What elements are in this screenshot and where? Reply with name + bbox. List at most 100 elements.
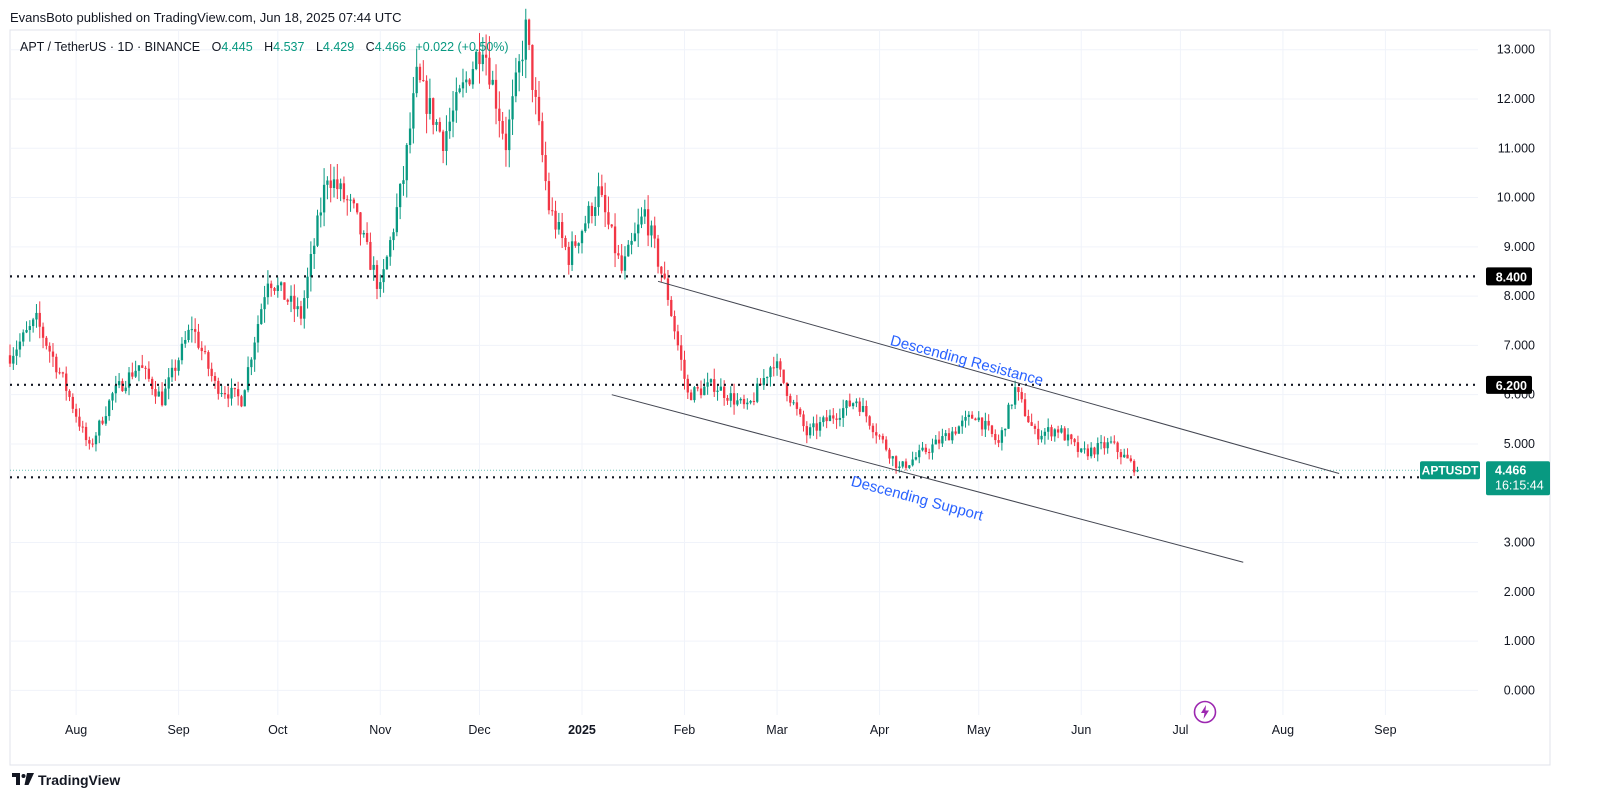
candle-body — [1043, 431, 1047, 436]
candle-body — [1053, 429, 1056, 437]
candle-body — [197, 331, 200, 348]
candle-body — [451, 110, 455, 122]
symbol-label: APT / TetherUS · 1D · BINANCE — [20, 40, 201, 54]
candle-body — [38, 312, 41, 327]
candle-body — [508, 119, 511, 151]
open-label: O — [211, 40, 222, 54]
candle-body — [18, 341, 22, 350]
grid-lines — [10, 30, 1478, 715]
candle-body — [1126, 454, 1129, 459]
candle-body — [1076, 442, 1080, 452]
candle-body — [88, 440, 91, 444]
candle-body — [137, 365, 141, 371]
candle-body — [445, 131, 448, 151]
candle-body — [402, 180, 405, 184]
candle-body — [838, 417, 842, 420]
candle-body — [263, 297, 266, 310]
high-value: 4.537 — [273, 40, 305, 54]
candle-body — [35, 312, 38, 320]
candle-body — [283, 282, 286, 300]
candle-body — [736, 400, 739, 405]
candle-body — [633, 233, 637, 241]
candle-body — [511, 96, 514, 120]
candle-body — [1017, 387, 1020, 393]
candle-body — [200, 347, 203, 352]
candle-body — [1000, 430, 1004, 443]
candle-body — [379, 282, 382, 289]
level-price-label: 6.200 — [1496, 379, 1527, 393]
candle-body — [1023, 399, 1027, 417]
y-tick-label: 8.000 — [1504, 289, 1535, 303]
y-tick-label: 12.000 — [1497, 92, 1535, 106]
candle-body — [746, 402, 749, 405]
candle-body — [825, 417, 828, 422]
candle-body — [514, 72, 518, 97]
tradingview-brand[interactable]: TradingView — [12, 772, 120, 788]
candle-body — [1090, 447, 1093, 457]
candle-body — [55, 356, 58, 373]
candle-body — [504, 133, 508, 151]
candle-body — [656, 238, 660, 267]
candle-body — [980, 417, 984, 430]
last-price-tag — [1486, 461, 1550, 496]
candle-body — [1033, 425, 1037, 429]
candle-body — [660, 266, 663, 274]
lightning-icon[interactable] — [1193, 700, 1217, 724]
candle-body — [696, 387, 699, 389]
candle-body — [233, 387, 236, 390]
candle-body — [303, 298, 306, 319]
last-price-label: 4.466 — [1495, 463, 1526, 477]
candle-body — [937, 439, 941, 444]
change-value: +0.022 (+0.50%) — [415, 40, 509, 54]
candle-body — [580, 231, 584, 244]
candle-body — [395, 207, 398, 233]
y-tick-label: 5.000 — [1504, 437, 1535, 451]
brand-label: TradingView — [38, 772, 121, 788]
candle-body — [729, 393, 732, 401]
level-price-label: 8.400 — [1496, 270, 1527, 284]
candle-body — [1060, 428, 1063, 433]
candle-body — [147, 368, 151, 379]
x-tick-label: Jul — [1172, 723, 1188, 737]
candle-body — [160, 391, 164, 406]
candle-body — [1020, 392, 1023, 400]
candle-body — [319, 212, 322, 216]
candle-body — [802, 414, 805, 427]
candle-body — [584, 223, 587, 232]
candle-body — [1083, 448, 1086, 450]
candle-body — [987, 420, 990, 426]
candle-body — [51, 351, 55, 357]
candle-body — [25, 329, 28, 333]
candle-body — [1047, 427, 1050, 432]
candle-body — [931, 444, 934, 453]
candle-body — [154, 389, 157, 397]
candle-body — [375, 264, 379, 289]
candle-body — [223, 393, 227, 395]
candle-body — [885, 439, 888, 450]
candle-body — [111, 393, 114, 401]
candle-body — [594, 207, 597, 217]
candle-body — [888, 449, 891, 459]
candle-body — [527, 19, 531, 45]
candle-body — [385, 256, 389, 270]
candle-body — [372, 264, 375, 270]
candle-body — [392, 232, 395, 241]
y-tick-label: 10.000 — [1497, 191, 1535, 205]
candle-body — [908, 465, 911, 468]
y-tick-label: 11.000 — [1498, 141, 1535, 155]
candle-body — [151, 378, 154, 390]
candle-body — [157, 391, 160, 397]
candle-body — [666, 278, 670, 300]
candle-body — [1123, 454, 1126, 458]
candle-body — [686, 378, 689, 393]
candle-body — [488, 57, 491, 85]
close-value: 4.466 — [374, 40, 406, 54]
candle-body — [977, 417, 980, 421]
candle-body — [577, 243, 580, 246]
candle-body — [494, 79, 498, 109]
x-tick-label: Dec — [468, 723, 490, 737]
candle-body — [170, 367, 174, 378]
candle-body — [570, 241, 574, 265]
